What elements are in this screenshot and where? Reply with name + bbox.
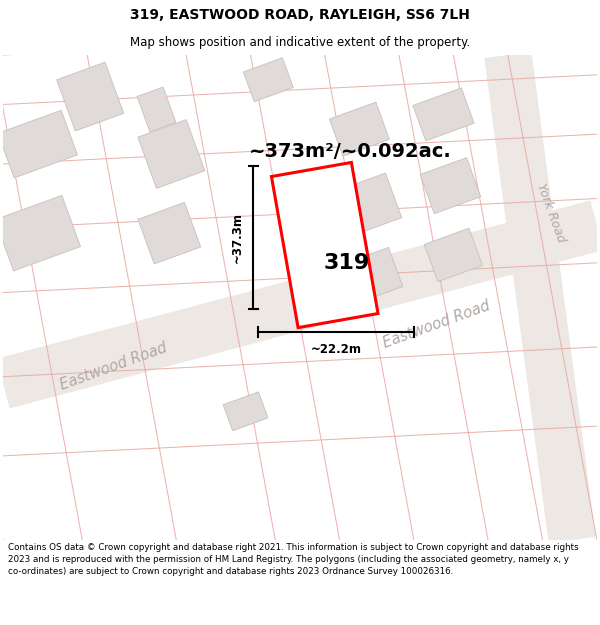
Polygon shape — [420, 158, 481, 214]
Polygon shape — [0, 196, 80, 271]
Polygon shape — [138, 119, 205, 188]
Polygon shape — [424, 228, 482, 282]
Polygon shape — [137, 87, 176, 132]
Text: Contains OS data © Crown copyright and database right 2021. This information is : Contains OS data © Crown copyright and d… — [8, 542, 578, 576]
Polygon shape — [413, 88, 474, 141]
Polygon shape — [223, 392, 268, 431]
Polygon shape — [244, 58, 293, 102]
Polygon shape — [346, 248, 403, 302]
Text: 319: 319 — [323, 253, 370, 273]
Polygon shape — [138, 202, 201, 264]
Text: ~22.2m: ~22.2m — [311, 344, 362, 356]
Polygon shape — [271, 162, 378, 328]
Text: Eastwood Road: Eastwood Road — [381, 298, 492, 351]
Text: 319, EASTWOOD ROAD, RAYLEIGH, SS6 7LH: 319, EASTWOOD ROAD, RAYLEIGH, SS6 7LH — [130, 8, 470, 22]
Text: Map shows position and indicative extent of the property.: Map shows position and indicative extent… — [130, 36, 470, 49]
Polygon shape — [484, 52, 596, 543]
Polygon shape — [329, 102, 389, 156]
Polygon shape — [56, 62, 124, 131]
Text: ~373m²/~0.092ac.: ~373m²/~0.092ac. — [248, 141, 451, 161]
Text: ~37.3m: ~37.3m — [231, 212, 244, 263]
Text: Eastwood Road: Eastwood Road — [58, 341, 170, 393]
Polygon shape — [341, 173, 402, 234]
Polygon shape — [0, 110, 77, 178]
Text: York Road: York Road — [534, 182, 567, 245]
Polygon shape — [0, 201, 600, 409]
